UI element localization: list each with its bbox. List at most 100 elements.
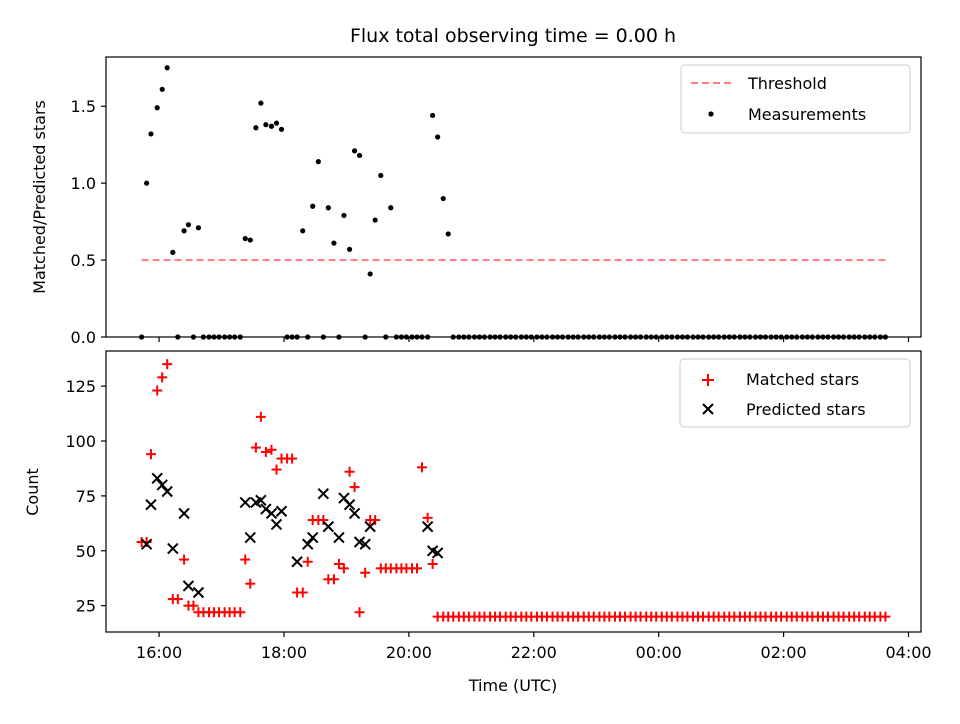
measurement-point <box>372 217 378 223</box>
predicted-legend-swatch <box>702 403 714 415</box>
count-plot-frame <box>105 350 922 633</box>
measurement-point <box>367 271 373 277</box>
count-x-tick-label: 20:00 <box>386 643 432 662</box>
measurement-point <box>445 231 451 237</box>
ratio-legend: Threshold Measurements <box>680 64 911 134</box>
predicted-legend-label: Predicted stars <box>746 400 866 419</box>
measurement-point <box>247 237 253 243</box>
predicted-star-point <box>302 538 314 550</box>
count-y-tick-label: 100 <box>65 432 96 451</box>
predicted-star-point <box>140 538 153 550</box>
matched-star-point <box>188 600 199 611</box>
count-x-tick-label: 02:00 <box>761 643 807 662</box>
measurement-point <box>154 105 160 111</box>
matched-star-point <box>333 558 344 569</box>
threshold-legend-label: Threshold <box>747 74 827 93</box>
count-plot-marks <box>136 359 891 622</box>
matched-star-point <box>235 607 246 618</box>
ratio-y-axis: 0.0 0.5 1.0 1.5 <box>71 97 106 347</box>
predicted-star-point <box>421 520 434 533</box>
count-y-tick-label: 75 <box>76 487 96 506</box>
matched-star-point <box>260 446 271 457</box>
measurement-point <box>253 125 259 131</box>
matched-star-point <box>172 594 183 605</box>
count-x-tick-label: 00:00 <box>636 643 682 662</box>
measurement-point <box>310 203 316 209</box>
predicted-star-point <box>244 531 256 544</box>
ratio-y-tick-label: 1.0 <box>71 174 96 193</box>
matched-star-point <box>328 574 339 585</box>
count-y-tick-label: 25 <box>76 597 96 616</box>
matched-star-point <box>152 385 163 396</box>
predicted-star-point <box>151 472 163 485</box>
count-x-tick-label: 18:00 <box>261 643 307 662</box>
matched-star-point <box>302 556 313 567</box>
count-y-axis: 25 50 75 100 125 <box>65 377 106 616</box>
matched-star-point <box>271 464 282 475</box>
ratio-y-tick-label: 0.5 <box>71 251 96 270</box>
predicted-star-point <box>265 507 278 520</box>
matched-star-point <box>145 449 156 460</box>
ratio-y-tick-label: 0.0 <box>71 328 96 347</box>
ratio-y-axis-title: Matched/Predicted stars <box>30 100 49 294</box>
predicted-star-point <box>161 485 173 498</box>
ratio-legend-box <box>680 64 911 134</box>
predicted-star-point <box>307 531 319 544</box>
matched-star-point <box>179 554 190 565</box>
predicted-star-point <box>348 507 361 520</box>
matched-star-point <box>266 444 277 455</box>
count-x-tick-label: 04:00 <box>885 643 931 662</box>
matched-star-point <box>338 563 349 574</box>
x-axis-title: Time (UTC) <box>468 676 557 695</box>
measurement-point <box>440 195 446 202</box>
measurement-point <box>430 112 436 119</box>
matched-legend-swatch <box>702 374 714 386</box>
matched-star-point <box>240 554 251 565</box>
predicted-star-point <box>167 542 179 555</box>
measurement-point <box>185 222 192 228</box>
measurement-point <box>148 131 154 137</box>
matched-star-point <box>354 607 365 618</box>
count-legend-box <box>679 358 911 428</box>
matched-star-point <box>880 611 891 622</box>
predicted-star-point <box>270 518 283 531</box>
count-x-tick-label: 22:00 <box>511 643 557 662</box>
measurement-point <box>143 180 150 186</box>
predicted-star-point <box>343 498 356 511</box>
matched-legend-label: Matched stars <box>746 370 859 389</box>
measurement-point <box>278 126 285 132</box>
matched-star-point <box>360 567 371 578</box>
ratio-plot-frame <box>105 56 922 338</box>
predicted-star-point <box>156 479 168 491</box>
measurement-point <box>195 225 202 231</box>
measurement-point <box>181 228 187 234</box>
measurement-point <box>435 134 441 140</box>
measurement-point <box>258 100 264 106</box>
count-y-tick-label: 125 <box>65 377 96 396</box>
predicted-star-point <box>178 507 190 520</box>
measurement-point <box>300 228 306 234</box>
ratio-y-tick-label: 1.5 <box>71 97 96 116</box>
matched-star-point <box>417 462 428 473</box>
measurement-point <box>378 172 384 179</box>
measurement-point <box>356 152 363 159</box>
count-legend: Matched stars Predicted stars <box>679 358 911 428</box>
measurement-point <box>170 249 176 255</box>
measurement-point <box>273 120 280 126</box>
predicted-star-point <box>333 531 345 544</box>
predicted-star-point <box>239 496 251 509</box>
matched-star-point <box>157 372 168 383</box>
count-x-axis: 16:00 18:00 20:00 22:00 00:00 02:00 04:00 <box>136 632 932 662</box>
matched-star-point <box>297 587 308 598</box>
measurement-point <box>268 123 275 129</box>
matched-star-point <box>349 482 360 493</box>
predicted-star-point <box>255 494 267 506</box>
predicted-star-point <box>182 580 195 592</box>
matched-star-point <box>318 515 329 526</box>
matched-star-point <box>344 466 355 477</box>
predicted-star-point <box>317 487 330 500</box>
measurement-point <box>242 235 248 242</box>
measurement-point <box>325 205 331 211</box>
ratio-x-axis-ticks <box>158 337 910 342</box>
